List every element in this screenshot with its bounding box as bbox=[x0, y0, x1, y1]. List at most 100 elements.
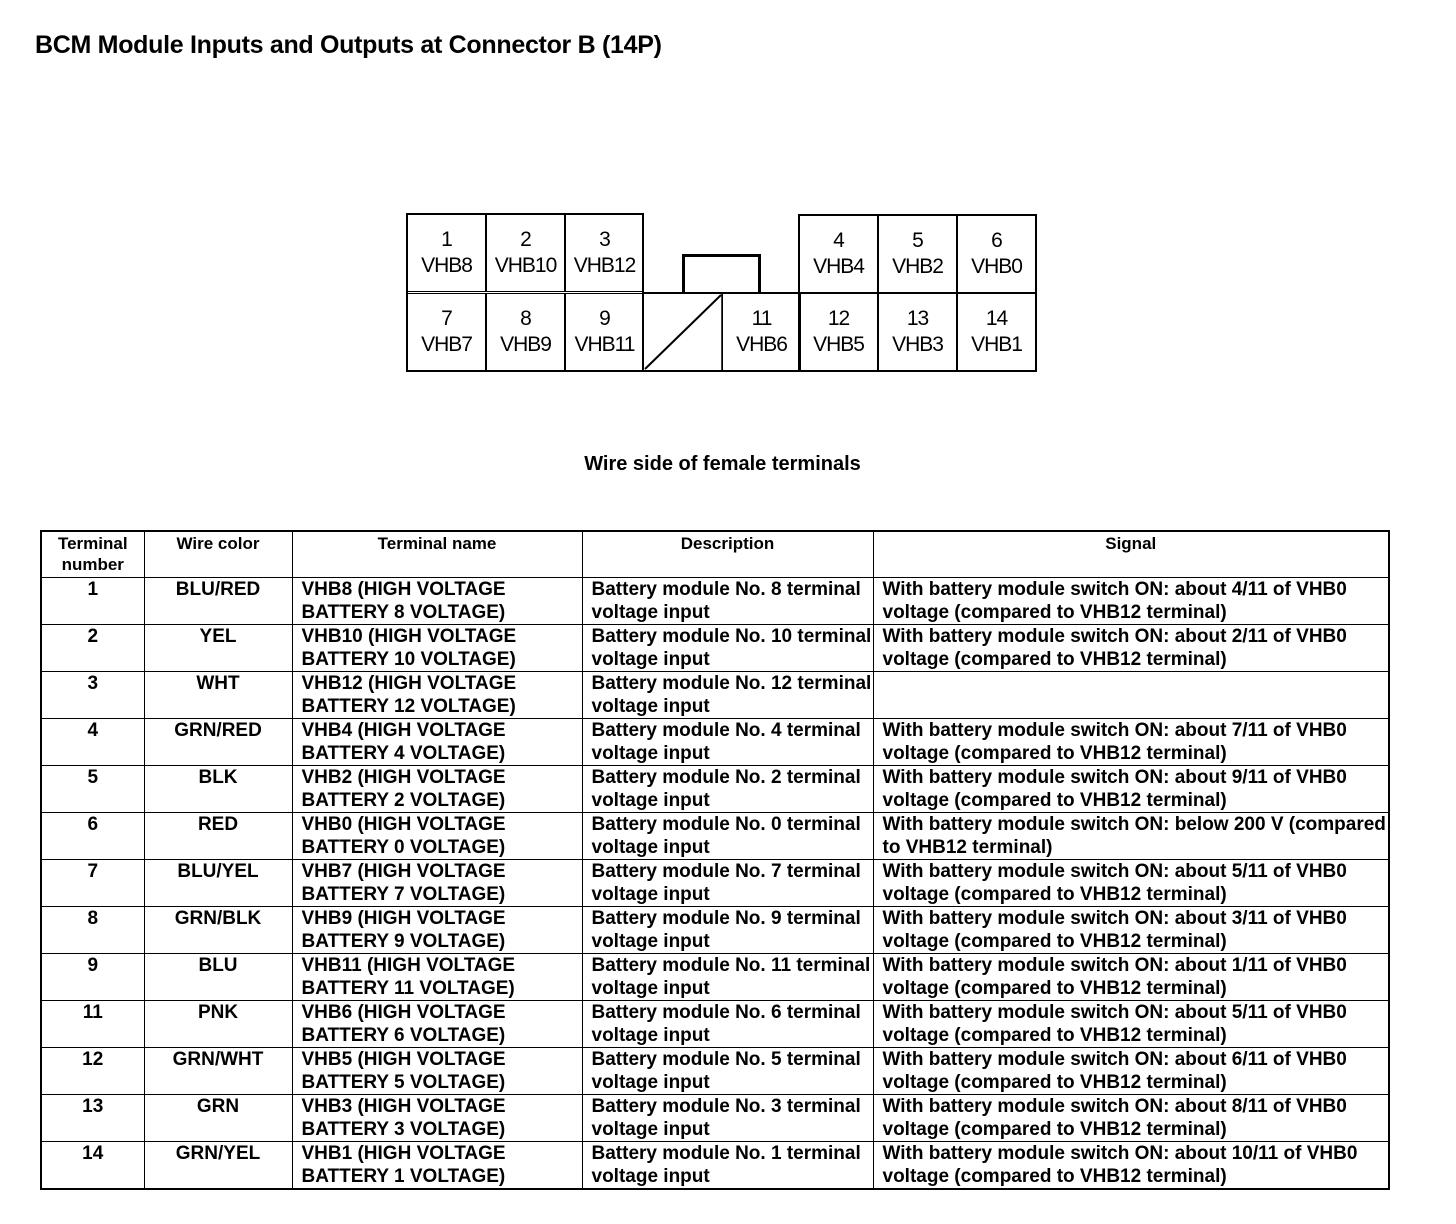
column-header: Terminal number bbox=[40, 530, 145, 578]
terminal-label: VHB1 bbox=[971, 333, 1023, 356]
cell-color: GRN/RED bbox=[143, 718, 293, 766]
table-row: 11 PNK VHB6 (HIGH VOLTAGE BATTERY 6 VOLTAG… bbox=[40, 1000, 1390, 1048]
cell-desc: Battery module No. 5 terminal voltage in… bbox=[581, 1047, 874, 1095]
cell-num: 13 bbox=[40, 1094, 145, 1142]
terminal-label: VHB7 bbox=[421, 333, 473, 356]
cell-signal: With battery module switch ON: about 5/1… bbox=[872, 859, 1390, 907]
cell-num: 2 bbox=[40, 624, 145, 672]
table-row: 1 BLU/RED VHB8 (HIGH VOLTAGE BATTERY 8 VOL… bbox=[40, 577, 1390, 625]
cell-desc: Battery module No. 6 terminal voltage in… bbox=[581, 1000, 874, 1048]
terminal-cavity-12: 12 VHB5 bbox=[799, 293, 878, 371]
cell-num: 5 bbox=[40, 765, 145, 813]
cell-desc: Battery module No. 2 terminal voltage in… bbox=[581, 765, 874, 813]
cell-desc: Battery module No. 9 terminal voltage in… bbox=[581, 906, 874, 954]
table-row: 7 BLU/YEL VHB7 (HIGH VOLTAGE BATTERY 7 VOL… bbox=[40, 859, 1390, 907]
cell-signal: With battery module switch ON: about 5/1… bbox=[872, 1000, 1390, 1048]
cell-name: VHB7 (HIGH VOLTAGE BATTERY 7 VOLTAGE) bbox=[291, 859, 583, 907]
table-row: 2 YEL VHB10 (HIGH VOLTAGE BATTERY 10 VOLTA… bbox=[40, 624, 1390, 672]
cell-num: 8 bbox=[40, 906, 145, 954]
terminal-number: 9 bbox=[599, 307, 611, 330]
cell-color: PNK bbox=[143, 1000, 293, 1048]
terminal-cavity-14: 14 VHB1 bbox=[957, 293, 1036, 371]
cell-color: GRN/BLK bbox=[143, 906, 293, 954]
cell-num: 14 bbox=[40, 1141, 145, 1190]
terminal-number: 13 bbox=[906, 307, 929, 330]
cell-desc: Battery module No. 8 terminal voltage in… bbox=[581, 577, 874, 625]
cell-signal: With battery module switch ON: about 1/1… bbox=[872, 953, 1390, 1001]
cell-name: VHB10 (HIGH VOLTAGE BATTERY 10 VOLTAGE) bbox=[291, 624, 583, 672]
cell-name: VHB4 (HIGH VOLTAGE BATTERY 4 VOLTAGE) bbox=[291, 718, 583, 766]
terminal-label: VHB2 bbox=[892, 255, 944, 278]
terminal-label: VHB3 bbox=[892, 333, 944, 356]
page-title: BCM Module Inputs and Outputs at Connect… bbox=[35, 31, 662, 59]
terminal-cavity-7: 7 VHB7 bbox=[407, 293, 486, 371]
cell-name: VHB6 (HIGH VOLTAGE BATTERY 6 VOLTAGE) bbox=[291, 1000, 583, 1048]
cell-num: 6 bbox=[40, 812, 145, 860]
cell-name: VHB12 (HIGH VOLTAGE BATTERY 12 VOLTAGE) bbox=[291, 671, 583, 719]
cell-desc: Battery module No. 0 terminal voltage in… bbox=[581, 812, 874, 860]
table-row: 14 GRN/YEL VHB1 (HIGH VOLTAGE BATTERY 1 VO… bbox=[40, 1141, 1390, 1190]
terminal-cavity-11: 11 VHB6 bbox=[722, 293, 801, 371]
cell-signal: With battery module switch ON: about 10/… bbox=[872, 1141, 1390, 1190]
connector-caption: Wire side of female terminals bbox=[584, 453, 861, 475]
cell-num: 7 bbox=[40, 859, 145, 907]
table-row: 12 GRN/WHT VHB5 (HIGH VOLTAGE BATTERY 5 VO… bbox=[40, 1047, 1390, 1095]
terminal-label: VHB8 bbox=[421, 254, 473, 277]
cell-color: BLU/YEL bbox=[143, 859, 293, 907]
cell-num: 4 bbox=[40, 718, 145, 766]
cell-color: BLU bbox=[143, 953, 293, 1001]
terminal-number: 11 bbox=[751, 307, 773, 330]
column-header: Wire color bbox=[143, 530, 293, 578]
cell-num: 1 bbox=[40, 577, 145, 625]
blank-cavity bbox=[644, 293, 723, 371]
terminal-number: 8 bbox=[520, 307, 532, 330]
column-header: Description bbox=[581, 530, 874, 578]
terminal-number: 1 bbox=[441, 228, 453, 251]
terminal-number: 2 bbox=[520, 228, 532, 251]
cell-signal: With battery module switch ON: about 7/1… bbox=[872, 718, 1390, 766]
table-row: 9 BLU VHB11 (HIGH VOLTAGE BATTERY 11 VOLTA… bbox=[40, 953, 1390, 1001]
cell-desc: Battery module No. 7 terminal voltage in… bbox=[581, 859, 874, 907]
terminal-label: VHB5 bbox=[813, 333, 865, 356]
cell-color: BLU/RED bbox=[143, 577, 293, 625]
terminal-number: 6 bbox=[991, 229, 1003, 252]
cell-name: VHB1 (HIGH VOLTAGE BATTERY 1 VOLTAGE) bbox=[291, 1141, 583, 1190]
cell-name: VHB11 (HIGH VOLTAGE BATTERY 11 VOLTAGE) bbox=[291, 953, 583, 1001]
cell-signal: With battery module switch ON: about 9/1… bbox=[872, 765, 1390, 813]
column-header: Signal bbox=[872, 530, 1390, 578]
cell-color: YEL bbox=[143, 624, 293, 672]
terminal-label: VHB9 bbox=[500, 333, 552, 356]
terminal-cavity-2: 2 VHB10 bbox=[486, 214, 565, 292]
cell-signal bbox=[872, 671, 1390, 719]
terminal-label: VHB4 bbox=[813, 255, 865, 278]
connector-latch bbox=[682, 254, 761, 293]
cell-color: WHT bbox=[143, 671, 293, 719]
cell-color: GRN/WHT bbox=[143, 1047, 293, 1095]
table-row: 13 GRN VHB3 (HIGH VOLTAGE BATTERY 3 VOLTAG… bbox=[40, 1094, 1390, 1142]
terminal-cavity-1: 1 VHB8 bbox=[407, 214, 486, 292]
terminal-label: VHB0 bbox=[971, 255, 1023, 278]
table-row: 5 BLK VHB2 (HIGH VOLTAGE BATTERY 2 VOLTAGE… bbox=[40, 765, 1390, 813]
cell-num: 9 bbox=[40, 953, 145, 1001]
terminal-label: VHB10 bbox=[494, 254, 558, 277]
cell-color: GRN bbox=[143, 1094, 293, 1142]
cell-num: 3 bbox=[40, 671, 145, 719]
cell-desc: Battery module No. 1 terminal voltage in… bbox=[581, 1141, 874, 1190]
terminal-cavity-5: 5 VHB2 bbox=[878, 215, 957, 293]
cell-name: VHB5 (HIGH VOLTAGE BATTERY 5 VOLTAGE) bbox=[291, 1047, 583, 1095]
cell-desc: Battery module No. 4 terminal voltage in… bbox=[581, 718, 874, 766]
terminal-number: 14 bbox=[985, 307, 1008, 330]
terminal-cavity-4: 4 VHB4 bbox=[799, 215, 878, 293]
cell-name: VHB2 (HIGH VOLTAGE BATTERY 2 VOLTAGE) bbox=[291, 765, 583, 813]
terminal-cavity-3: 3 VHB12 bbox=[565, 214, 644, 292]
cell-signal: With battery module switch ON: about 6/1… bbox=[872, 1047, 1390, 1095]
cell-signal: With battery module switch ON: about 8/1… bbox=[872, 1094, 1390, 1142]
cell-color: GRN/YEL bbox=[143, 1141, 293, 1190]
terminal-cavity-13: 13 VHB3 bbox=[878, 293, 957, 371]
cell-name: VHB8 (HIGH VOLTAGE BATTERY 8 VOLTAGE) bbox=[291, 577, 583, 625]
cell-color: BLK bbox=[143, 765, 293, 813]
cell-name: VHB9 (HIGH VOLTAGE BATTERY 9 VOLTAGE) bbox=[291, 906, 583, 954]
cell-desc: Battery module No. 11 terminal voltage i… bbox=[581, 953, 874, 1001]
cell-desc: Battery module No. 12 terminal voltage i… bbox=[581, 671, 874, 719]
terminal-table: Terminal number Wire color Terminal name De… bbox=[40, 530, 1390, 1190]
